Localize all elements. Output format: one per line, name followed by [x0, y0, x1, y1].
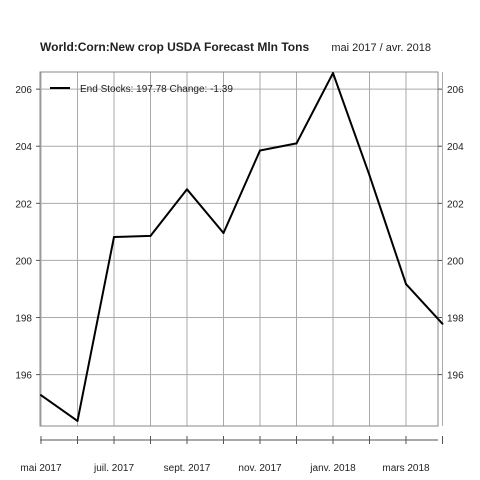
y-tick-label-right: 200 — [447, 256, 464, 267]
x-tick-label: mai 2017 — [20, 463, 62, 474]
series-line-end-stocks — [40, 72, 444, 422]
y-tick-label-right: 204 — [447, 142, 464, 153]
data-point — [186, 188, 188, 191]
chart-title: World:Corn:New crop USDA Forecast Mln To… — [40, 40, 309, 54]
y-tick-label-left: 200 — [15, 256, 32, 267]
chart-subtitle: mai 2017 / avr. 2018 — [331, 42, 431, 54]
y-tick-label-left: 206 — [15, 85, 32, 96]
axes: 196 196 198 198 200 200 202 202 204 204 206 206 mai … — [15, 85, 464, 474]
x-tick-label: mars 2018 — [382, 463, 430, 474]
data-point — [441, 322, 444, 325]
data-point — [149, 234, 152, 237]
legend: End Stocks: 197.78 Change: -1.39 — [50, 84, 233, 95]
y-tick-label-right: 206 — [447, 85, 464, 96]
plot-frame — [39, 71, 439, 427]
series-layer — [40, 72, 444, 422]
data-point — [76, 419, 79, 422]
x-tick-label: sept. 2017 — [164, 463, 211, 474]
y-tick-label-left: 196 — [15, 371, 32, 382]
data-point — [405, 283, 407, 286]
y-tick-label-right: 198 — [447, 314, 464, 325]
data-point — [368, 174, 371, 177]
legend-label: End Stocks: 197.78 Change: -1.39 — [80, 84, 233, 95]
data-point — [332, 72, 334, 75]
y-tick-label-right: 202 — [447, 199, 464, 210]
data-point — [222, 232, 225, 235]
x-tick-label: juil. 2017 — [93, 463, 134, 474]
x-tick-label: nov. 2017 — [238, 463, 282, 474]
y-tick-label-left: 204 — [15, 142, 32, 153]
data-point — [295, 142, 298, 145]
y-tick-label-left: 198 — [15, 314, 32, 325]
y-tick-label-right: 196 — [447, 371, 464, 382]
data-point — [259, 149, 261, 152]
x-tick-label: janv. 2018 — [309, 463, 356, 474]
y-tick-label-left: 202 — [15, 199, 32, 210]
grid — [40, 72, 443, 426]
data-point — [113, 236, 115, 239]
data-point — [40, 394, 42, 397]
